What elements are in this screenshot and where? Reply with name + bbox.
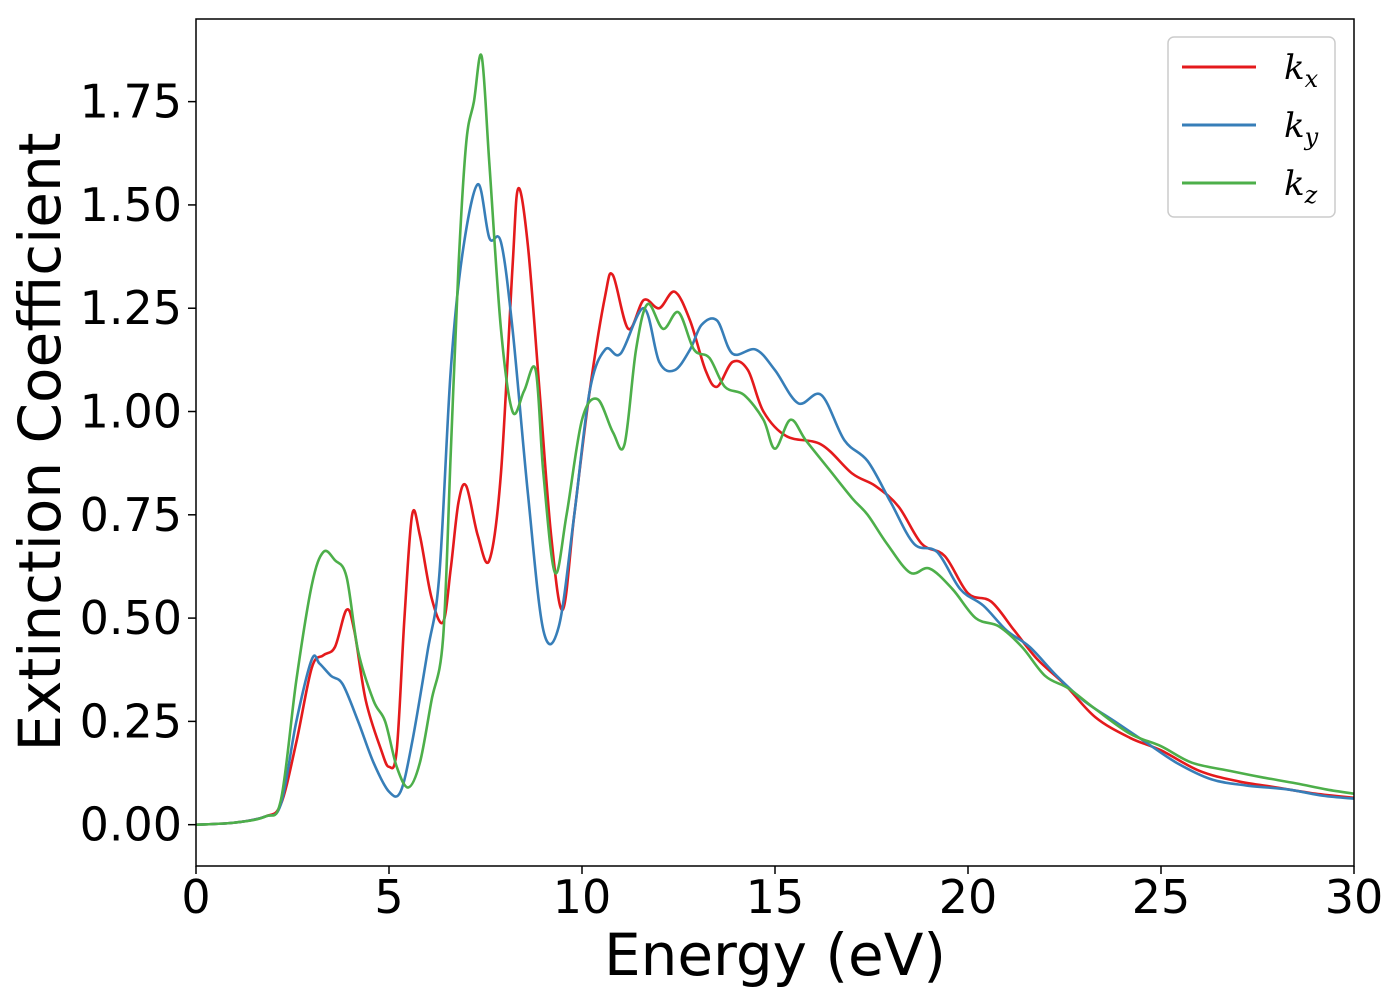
x-axis-label: Energy (eV)	[604, 921, 946, 989]
x-tick-label: 15	[746, 870, 805, 924]
x-tick-label: 20	[939, 870, 998, 924]
legend-label-sub: x	[1305, 65, 1319, 93]
series-line-z	[196, 53, 1354, 826]
legend-label-main: k	[1284, 48, 1305, 88]
legend-label-y: ky	[1284, 106, 1319, 151]
x-tick-label: 5	[374, 870, 403, 924]
y-tick-label: 0.00	[80, 798, 182, 852]
x-tick-label: 25	[1132, 870, 1191, 924]
y-tick-label: 1.00	[80, 385, 182, 439]
legend-box	[1167, 36, 1336, 218]
legend-label-sub: z	[1304, 181, 1318, 209]
y-tick-label: 0.25	[80, 694, 182, 748]
legend-label-main: k	[1284, 106, 1305, 146]
y-tick-label: 0.50	[80, 591, 182, 645]
series-layer	[196, 53, 1354, 826]
legend-label-z: kz	[1284, 164, 1318, 209]
y-tick-label: 1.75	[80, 75, 182, 129]
legend-label-main: k	[1284, 164, 1305, 204]
x-tick-label: 30	[1325, 870, 1384, 924]
series-line-y	[196, 182, 1354, 826]
legend-label-sub: y	[1304, 123, 1319, 151]
x-tick-label: 10	[553, 870, 612, 924]
legend-label-x: kx	[1284, 48, 1319, 93]
y-axis-label: Extinction Coefficient	[6, 133, 74, 752]
y-axis-ticks: 0.00 0.25 0.50 0.75 1.00 1.25 1.50 1.75	[80, 75, 196, 852]
x-tick-label: 0	[181, 870, 210, 924]
y-tick-label: 0.75	[80, 488, 182, 542]
x-axis-ticks: 0 5 10 15 20 25 30	[181, 866, 1383, 924]
y-tick-label: 1.50	[80, 178, 182, 232]
y-tick-label: 1.25	[80, 281, 182, 335]
